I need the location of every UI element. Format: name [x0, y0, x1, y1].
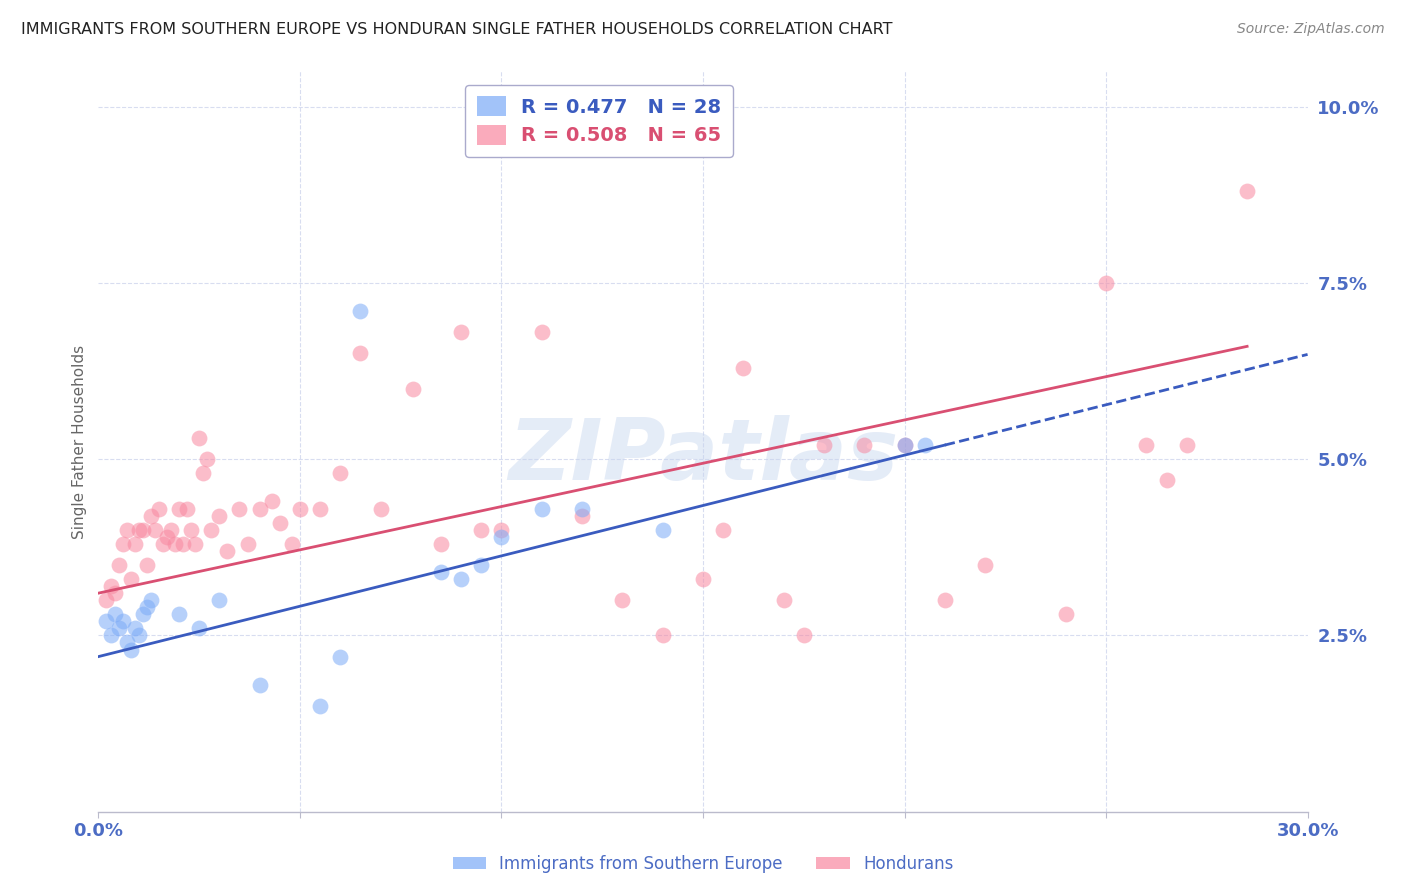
Point [1135, 438, 1157, 452]
Point [135, 558, 157, 572]
Point [167, 501, 190, 516]
Point [120, 642, 142, 657]
Point [172, 537, 194, 551]
Point [470, 558, 492, 572]
Point [470, 523, 492, 537]
Point [349, 304, 371, 318]
Point [329, 649, 352, 664]
Point [530, 501, 553, 516]
Point [1095, 276, 1118, 290]
Point [692, 572, 714, 586]
Y-axis label: Single Father Households: Single Father Households [72, 344, 87, 539]
Point [612, 593, 634, 607]
Point [184, 537, 207, 551]
Point [370, 501, 392, 516]
Point [309, 501, 332, 516]
Text: Source: ZipAtlas.com: Source: ZipAtlas.com [1237, 22, 1385, 37]
Point [430, 537, 453, 551]
Text: ZIPatlas: ZIPatlas [508, 415, 898, 498]
Point [139, 593, 162, 607]
Point [188, 621, 211, 635]
Point [124, 537, 146, 551]
Point [571, 501, 593, 516]
Point [128, 523, 150, 537]
Point [793, 628, 815, 642]
Point [236, 537, 259, 551]
Point [163, 537, 186, 551]
Point [135, 600, 157, 615]
Point [128, 628, 150, 642]
Point [1054, 607, 1077, 622]
Point [188, 431, 211, 445]
Point [530, 325, 553, 339]
Point [139, 508, 162, 523]
Point [107, 558, 129, 572]
Point [249, 501, 271, 516]
Point [100, 628, 122, 642]
Point [309, 698, 332, 713]
Point [733, 360, 755, 375]
Point [176, 501, 198, 516]
Point [115, 523, 138, 537]
Point [491, 530, 513, 544]
Point [269, 516, 291, 530]
Point [208, 593, 231, 607]
Point [124, 621, 146, 635]
Point [711, 523, 734, 537]
Point [450, 325, 472, 339]
Point [450, 572, 472, 586]
Point [111, 615, 134, 629]
Point [132, 523, 155, 537]
Point [96, 593, 118, 607]
Point [893, 438, 915, 452]
Point [853, 438, 876, 452]
Point [200, 523, 222, 537]
Point [217, 544, 239, 558]
Point [100, 579, 122, 593]
Point [143, 523, 166, 537]
Point [914, 438, 936, 452]
Point [148, 501, 170, 516]
Point [208, 508, 231, 523]
Point [349, 346, 371, 360]
Point [152, 537, 174, 551]
Point [281, 537, 304, 551]
Point [813, 438, 835, 452]
Point [1236, 184, 1258, 198]
Point [1175, 438, 1198, 452]
Point [103, 586, 125, 600]
Point [111, 537, 134, 551]
Point [288, 501, 311, 516]
Point [228, 501, 250, 516]
Point [103, 607, 125, 622]
Point [1156, 473, 1178, 487]
Point [491, 523, 513, 537]
Point [107, 621, 129, 635]
Point [651, 628, 673, 642]
Point [260, 494, 283, 508]
Point [193, 467, 215, 481]
Point [132, 607, 155, 622]
Point [934, 593, 956, 607]
Legend: Immigrants from Southern Europe, Hondurans: Immigrants from Southern Europe, Hondura… [446, 848, 960, 880]
Point [180, 523, 202, 537]
Point [651, 523, 673, 537]
Point [249, 678, 271, 692]
Point [974, 558, 997, 572]
Point [96, 615, 118, 629]
Point [167, 607, 190, 622]
Point [571, 508, 593, 523]
Point [120, 572, 142, 586]
Point [772, 593, 794, 607]
Point [430, 565, 453, 579]
Point [160, 523, 183, 537]
Point [195, 452, 218, 467]
Legend: R = 0.477   N = 28, R = 0.508   N = 65: R = 0.477 N = 28, R = 0.508 N = 65 [465, 85, 733, 157]
Point [329, 467, 352, 481]
Point [115, 635, 138, 649]
Point [893, 438, 915, 452]
Point [156, 530, 179, 544]
Text: IMMIGRANTS FROM SOUTHERN EUROPE VS HONDURAN SINGLE FATHER HOUSEHOLDS CORRELATION: IMMIGRANTS FROM SOUTHERN EUROPE VS HONDU… [21, 22, 893, 37]
Point [402, 382, 425, 396]
